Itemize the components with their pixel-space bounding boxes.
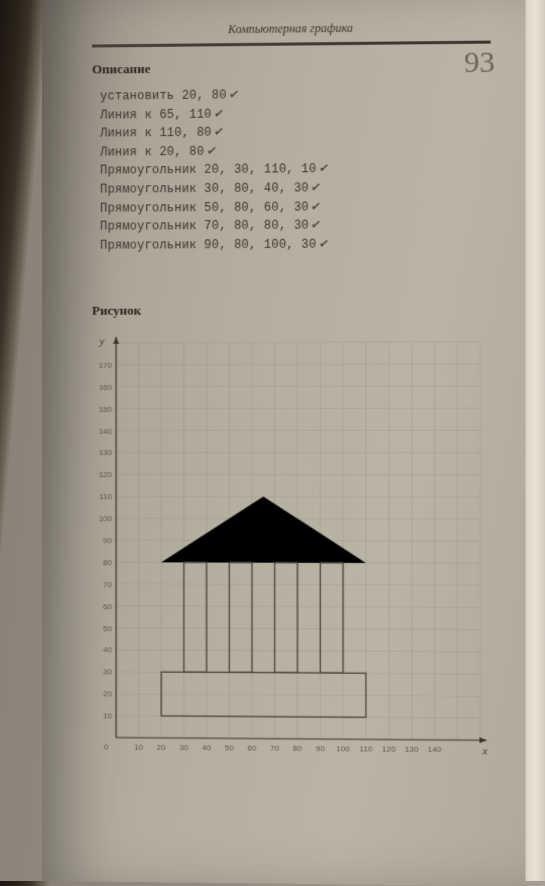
svg-text:80: 80	[103, 558, 112, 567]
drawing-heading: Рисунок	[92, 302, 491, 319]
textbook-page: Компьютерная графика 93 Описание установ…	[42, 0, 525, 886]
svg-text:30: 30	[179, 743, 189, 752]
svg-text:120: 120	[382, 745, 396, 754]
svg-text:90: 90	[316, 744, 326, 753]
code-line: Прямоугольник 90, 80, 100, 30✓	[100, 234, 491, 255]
svg-text:10: 10	[134, 743, 143, 752]
svg-text:20: 20	[157, 743, 166, 752]
svg-text:110: 110	[99, 493, 112, 502]
code-text: Прямоугольник 90, 80, 100, 30	[100, 237, 316, 252]
checkmark-icon: ✓	[317, 235, 330, 255]
svg-text:140: 140	[428, 745, 442, 754]
code-line: Прямоугольник 50, 80, 60, 30✓	[100, 197, 491, 218]
svg-text:70: 70	[270, 744, 280, 753]
description-heading: Описание	[92, 58, 491, 78]
svg-text:40: 40	[202, 744, 212, 753]
checkmark-icon: ✓	[205, 142, 218, 162]
svg-text:50: 50	[103, 624, 112, 633]
code-listing: установить 20, 80✓Линия к 65, 110✓Линия …	[100, 84, 491, 255]
code-text: установить 20, 80	[100, 88, 227, 103]
svg-text:120: 120	[99, 471, 113, 480]
code-text: Прямоугольник 70, 80, 80, 30	[100, 219, 309, 234]
svg-text:140: 140	[99, 427, 113, 436]
svg-text:10: 10	[103, 712, 112, 721]
svg-text:50: 50	[225, 744, 235, 753]
svg-text:90: 90	[103, 536, 112, 545]
code-line: Прямоугольник 70, 80, 80, 30✓	[100, 216, 491, 237]
svg-text:100: 100	[336, 745, 350, 754]
checkmark-icon: ✓	[310, 216, 323, 236]
code-text: Линия к 65, 110	[100, 107, 212, 122]
svg-text:160: 160	[99, 383, 113, 392]
page-number: 93	[464, 46, 495, 81]
svg-text:130: 130	[99, 449, 113, 458]
checkmark-icon: ✓	[212, 123, 225, 143]
svg-text:170: 170	[99, 361, 113, 370]
checkmark-icon: ✓	[310, 179, 323, 199]
svg-text:80: 80	[293, 744, 303, 753]
code-text: Линия к 110, 80	[100, 126, 212, 141]
svg-text:x: x	[482, 746, 488, 758]
svg-text:60: 60	[247, 744, 257, 753]
svg-text:0: 0	[104, 743, 109, 752]
checkmark-icon: ✓	[310, 197, 323, 217]
checkmark-icon: ✓	[212, 105, 225, 125]
svg-text:130: 130	[405, 745, 419, 754]
svg-text:150: 150	[99, 405, 113, 414]
checkmark-icon: ✓	[227, 86, 240, 106]
header-rule	[92, 41, 491, 48]
svg-text:20: 20	[103, 690, 112, 699]
grid-svg: x y 0 10 20 30 40 50 60 70 80 90 100 110 120 130 140 10 20…	[86, 332, 491, 767]
code-text: Прямоугольник 50, 80, 60, 30	[100, 200, 309, 215]
code-line: Прямоугольник 30, 80, 40, 30✓	[100, 178, 491, 199]
code-text: Прямоугольник 20, 30, 110, 10	[100, 162, 316, 178]
chapter-title: Компьютерная графика	[92, 19, 491, 38]
code-text: Прямоугольник 30, 80, 40, 30	[100, 181, 309, 196]
svg-text:110: 110	[359, 745, 372, 754]
svg-text:100: 100	[99, 515, 113, 524]
grid-chart: x y 0 10 20 30 40 50 60 70 80 90 100 110 120 130 140 10 20…	[86, 332, 491, 767]
svg-text:70: 70	[103, 580, 112, 589]
code-text: Линия к 20, 80	[100, 145, 204, 160]
svg-text:60: 60	[103, 602, 112, 611]
svg-text:y: y	[99, 336, 105, 348]
svg-text:30: 30	[103, 668, 112, 677]
svg-text:40: 40	[103, 646, 112, 655]
code-line: Прямоугольник 20, 30, 110, 10✓	[100, 159, 491, 180]
checkmark-icon: ✓	[317, 160, 330, 180]
